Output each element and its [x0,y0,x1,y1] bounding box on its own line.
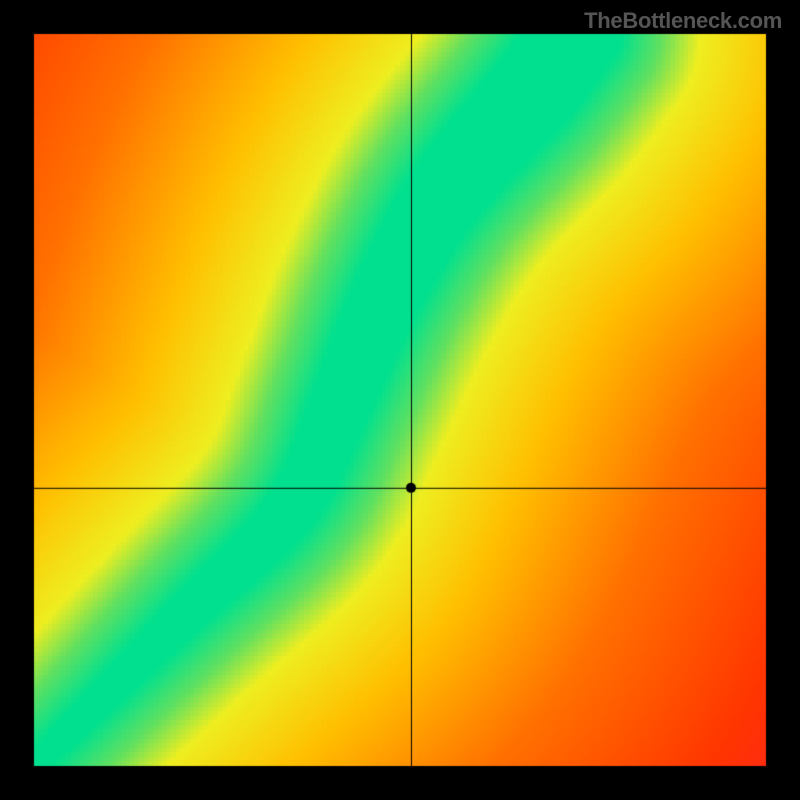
heatmap-canvas [0,0,800,800]
chart-container: TheBottleneck.com [0,0,800,800]
watermark-text: TheBottleneck.com [584,8,782,34]
